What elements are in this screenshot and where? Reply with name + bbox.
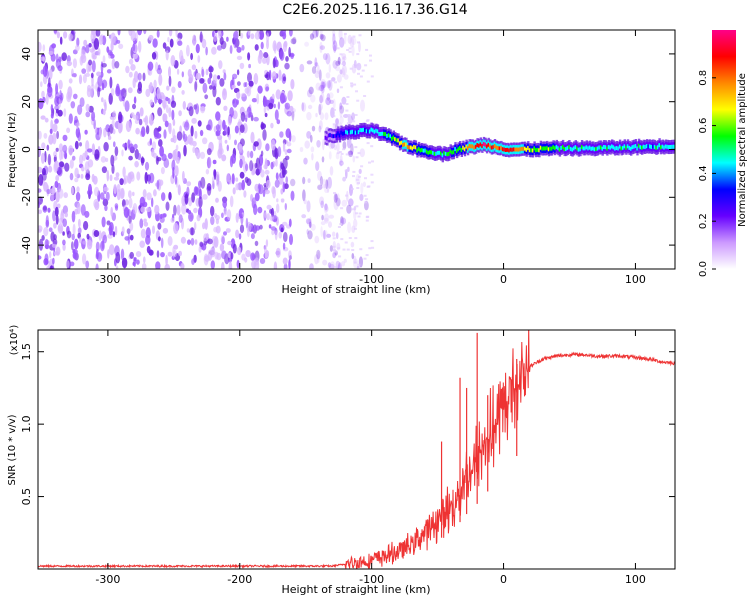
spectrogram-ytick-label: 0 — [20, 146, 33, 153]
spectrogram-image — [38, 30, 675, 269]
snr-xtick-label: 0 — [500, 573, 507, 586]
snr-xtick-label: 100 — [625, 573, 646, 586]
spectrogram-xtick-label: 0 — [500, 273, 507, 286]
spectrogram-ytick-label: 40 — [20, 47, 33, 61]
signal-ridge — [324, 122, 675, 163]
colorbar-tick-label: 0.4 — [698, 165, 709, 181]
snr-ytick-label: 1.0 — [20, 415, 33, 433]
snr-ylabel: SNR (10 * v/v) — [7, 414, 18, 485]
snr-panel: -300 -200 -100 0 100 0.5 1.0 1.5 Height of stra… — [7, 325, 676, 596]
figure-title: C2E6.2025.116.17.36.G14 — [282, 2, 467, 18]
colorbar-gradient — [712, 30, 736, 269]
snr-multiplier: (x10⁴) — [9, 325, 20, 356]
spectrogram-ytick-label: -40 — [20, 236, 33, 254]
snr-frame — [37, 329, 676, 570]
colorbar-tick-label: 0.2 — [698, 213, 709, 229]
spectrogram-ytick-label: 20 — [20, 95, 33, 109]
snr-series-line — [38, 330, 675, 569]
spectrogram-xlabel: Height of straight line (km) — [281, 283, 430, 296]
snr-ytick-label: 0.5 — [20, 488, 33, 506]
spectrogram-ytick-label: -20 — [20, 188, 33, 206]
spectrogram-xtick-label: -300 — [95, 273, 120, 286]
colorbar-tick-label: 0.8 — [698, 70, 709, 86]
snr-axes: -300 -200 -100 0 100 0.5 1.0 1.5 — [20, 330, 675, 586]
spectrogram-xtick-label: 100 — [625, 273, 646, 286]
snr-xtick-label: -100 — [359, 573, 384, 586]
spectrogram-xtick-label: -100 — [359, 273, 384, 286]
snr-xtick-label: -300 — [95, 573, 120, 586]
colorbar-axis: 0.0 0.2 0.4 0.6 0.8 — [698, 70, 716, 277]
colorbar-tick-label: 0.0 — [698, 261, 709, 277]
snr-plot-area — [38, 330, 675, 569]
spectrogram-xtick-label: -200 — [227, 273, 252, 286]
colorbar-label: Normalized spectral amplitude — [737, 73, 748, 227]
snr-xlabel: Height of straight line (km) — [281, 583, 430, 596]
spectrogram-ylabel: Frequency (Hz) — [7, 112, 18, 188]
snr-xtick-label: -200 — [227, 573, 252, 586]
colorbar: 0.0 0.2 0.4 0.6 0.8 Normalized spectral ampl… — [698, 30, 748, 277]
colorbar-tick-label: 0.6 — [698, 118, 709, 134]
snr-ytick-label: 1.5 — [20, 343, 33, 361]
noise-speckle — [38, 30, 375, 269]
